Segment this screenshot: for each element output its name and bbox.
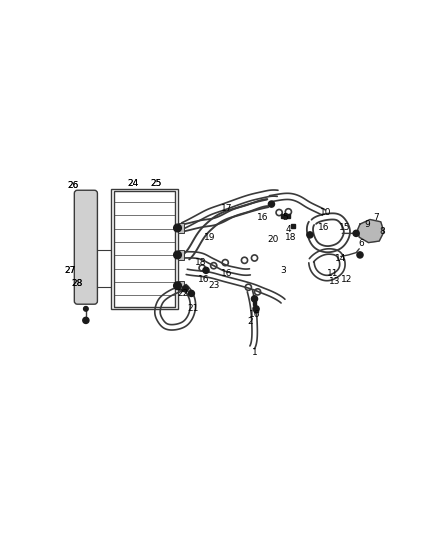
Bar (177, 223, 184, 232)
Text: 28: 28 (72, 279, 83, 288)
Text: 22: 22 (177, 289, 188, 298)
Text: 10: 10 (320, 208, 331, 217)
Text: 14: 14 (335, 254, 346, 263)
Text: 25: 25 (150, 179, 162, 188)
Circle shape (253, 306, 259, 312)
Text: 24: 24 (127, 179, 138, 188)
Text: 26: 26 (67, 181, 78, 190)
Circle shape (182, 286, 188, 292)
Text: 1: 1 (251, 348, 258, 357)
Text: 6: 6 (358, 239, 364, 248)
Text: 24: 24 (127, 179, 138, 188)
Text: 21: 21 (187, 304, 198, 313)
Text: 17: 17 (221, 204, 233, 213)
Text: 26: 26 (67, 181, 78, 190)
FancyBboxPatch shape (74, 190, 97, 304)
Text: 28: 28 (72, 279, 83, 288)
Bar (177, 251, 184, 260)
Circle shape (268, 201, 275, 207)
Text: 12: 12 (341, 275, 353, 284)
Bar (254, 309, 258, 312)
Text: 23: 23 (208, 281, 219, 290)
Circle shape (353, 230, 359, 237)
Text: 8: 8 (379, 227, 385, 236)
Circle shape (188, 290, 194, 296)
Text: 25: 25 (150, 179, 162, 188)
Polygon shape (358, 220, 384, 243)
Circle shape (173, 224, 181, 232)
Text: 16: 16 (221, 269, 233, 278)
Bar (111, 189, 177, 309)
Bar (291, 224, 295, 228)
Text: 16: 16 (198, 275, 209, 284)
Text: 18: 18 (285, 233, 297, 241)
Text: 16: 16 (257, 213, 268, 222)
Text: 15: 15 (339, 223, 350, 232)
Circle shape (84, 306, 88, 311)
Circle shape (203, 267, 209, 273)
Text: 20: 20 (267, 235, 279, 244)
Text: 7: 7 (373, 213, 379, 222)
Text: 18: 18 (195, 258, 206, 267)
Text: 9: 9 (365, 220, 371, 229)
Text: 16: 16 (249, 310, 260, 319)
Text: 3: 3 (280, 266, 286, 275)
Text: 27: 27 (64, 266, 75, 275)
Bar (113, 191, 175, 306)
Bar (286, 214, 290, 219)
Circle shape (251, 296, 258, 302)
Text: 13: 13 (329, 277, 340, 286)
Bar (281, 214, 285, 219)
Circle shape (173, 282, 181, 289)
Bar (253, 301, 256, 304)
Text: 19: 19 (204, 233, 215, 241)
Text: 27: 27 (64, 266, 75, 275)
Text: 2: 2 (247, 318, 253, 326)
Text: 11: 11 (327, 269, 339, 278)
Text: 16: 16 (318, 223, 329, 232)
Circle shape (307, 232, 313, 238)
Text: 5: 5 (283, 213, 288, 222)
Circle shape (357, 252, 363, 258)
Bar (177, 281, 184, 290)
Circle shape (83, 317, 89, 324)
Circle shape (173, 251, 181, 259)
Text: 4: 4 (286, 225, 291, 234)
